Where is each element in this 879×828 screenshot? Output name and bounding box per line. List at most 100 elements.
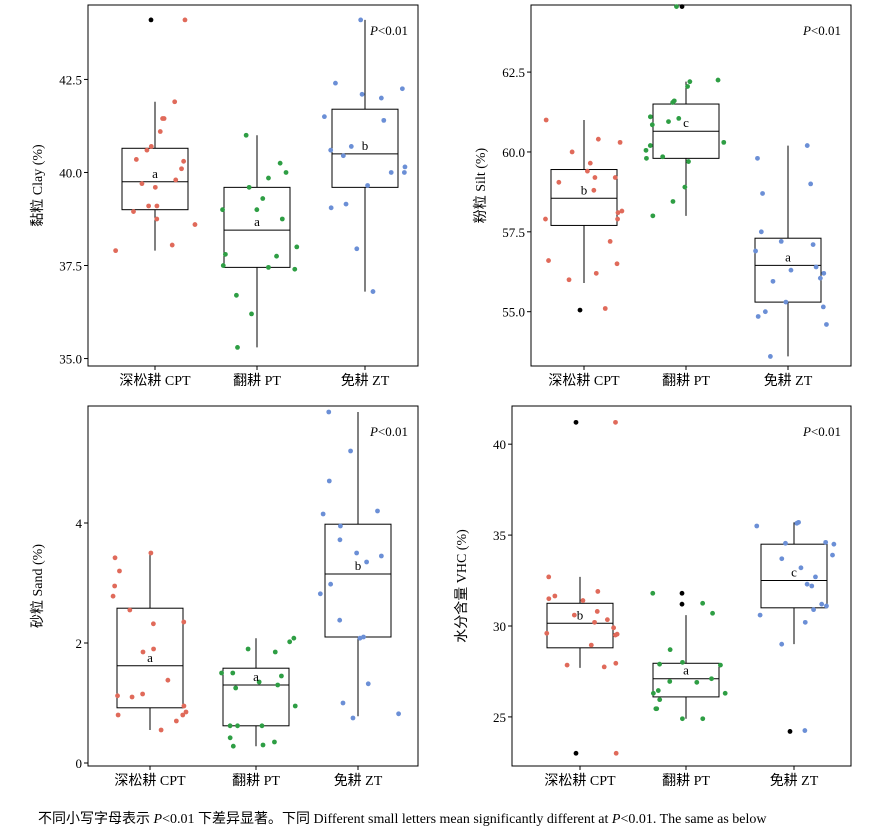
data-point bbox=[778, 239, 784, 244]
caption-zh-after: <0.01 下差异显著。下同 Different small letters m… bbox=[162, 812, 612, 827]
data-point bbox=[615, 216, 620, 222]
data-point bbox=[667, 647, 673, 653]
data-point bbox=[133, 157, 139, 162]
data-point bbox=[152, 184, 158, 190]
data-point bbox=[259, 723, 265, 729]
data-point bbox=[757, 612, 763, 618]
data-point bbox=[254, 207, 260, 213]
p-value-annotation: P<0.01 bbox=[802, 424, 841, 439]
data-point bbox=[811, 607, 816, 613]
y-tick-label: 25 bbox=[493, 710, 506, 725]
y-tick-label: 42.5 bbox=[59, 72, 82, 87]
data-point bbox=[173, 718, 179, 724]
data-point bbox=[279, 216, 285, 222]
box-group-cpt: 深松耕 CPT b bbox=[544, 419, 620, 789]
data-point bbox=[657, 661, 662, 667]
y-axis-label: 粉粒 Silt (%) bbox=[473, 147, 489, 223]
data-point bbox=[272, 649, 278, 655]
data-point bbox=[154, 203, 160, 209]
data-point bbox=[148, 144, 154, 149]
data-point bbox=[710, 610, 715, 616]
data-point bbox=[291, 635, 297, 641]
data-point bbox=[587, 160, 593, 166]
data-point bbox=[181, 619, 187, 625]
data-point bbox=[655, 688, 661, 693]
p-symbol: P bbox=[369, 424, 378, 439]
y-tick-label: 2 bbox=[76, 636, 83, 651]
data-point bbox=[718, 662, 723, 668]
data-point bbox=[700, 716, 706, 722]
data-point bbox=[546, 574, 552, 580]
x-tick-label: 翻耕 PT bbox=[662, 372, 710, 389]
data-point bbox=[337, 617, 343, 623]
data-point bbox=[235, 723, 240, 729]
data-point bbox=[715, 77, 721, 83]
box-group-zt: 免耕 ZT a bbox=[753, 143, 829, 389]
x-tick-label: 免耕 ZT bbox=[341, 372, 390, 389]
data-point bbox=[292, 703, 298, 709]
box-group-pt: 翻耕 PT a bbox=[650, 590, 728, 789]
p-threshold: <0.01 bbox=[811, 424, 841, 439]
data-point bbox=[654, 706, 660, 712]
data-point bbox=[234, 292, 239, 298]
data-point bbox=[760, 191, 765, 196]
data-point bbox=[804, 581, 810, 587]
data-point bbox=[144, 147, 150, 153]
y-tick-label: 35.0 bbox=[59, 352, 82, 367]
box-group-zt: 免耕 ZT b bbox=[321, 17, 408, 389]
data-point bbox=[192, 222, 198, 227]
significance-letter: a bbox=[785, 249, 791, 264]
data-point bbox=[686, 159, 691, 164]
box-group-cpt: 深松耕 CPT a bbox=[110, 550, 189, 789]
data-point bbox=[604, 617, 610, 623]
data-point bbox=[543, 216, 548, 222]
data-point bbox=[243, 132, 249, 138]
data-point bbox=[824, 603, 829, 609]
data-point bbox=[227, 735, 233, 741]
data-point bbox=[601, 664, 607, 670]
data-point bbox=[220, 263, 226, 268]
data-point bbox=[680, 659, 685, 665]
p-value-annotation: P<0.01 bbox=[369, 424, 408, 439]
data-point bbox=[233, 685, 239, 691]
outlier-point bbox=[577, 307, 583, 313]
data-point bbox=[595, 136, 601, 142]
x-tick-label: 翻耕 PT bbox=[662, 772, 710, 789]
caption-en-after: <0.01. The same as below bbox=[620, 812, 767, 827]
data-point bbox=[131, 209, 136, 214]
data-point bbox=[354, 550, 360, 556]
data-point bbox=[831, 541, 837, 547]
significance-letter: c bbox=[683, 115, 689, 130]
data-point bbox=[292, 266, 298, 272]
data-point bbox=[755, 155, 760, 161]
box bbox=[116, 607, 184, 709]
data-point bbox=[762, 309, 768, 315]
data-point bbox=[566, 277, 572, 283]
data-point bbox=[667, 679, 673, 684]
data-point bbox=[183, 709, 189, 715]
data-point bbox=[602, 306, 608, 311]
data-point bbox=[612, 175, 618, 180]
data-point bbox=[617, 139, 623, 145]
p-symbol: P bbox=[369, 23, 378, 38]
data-point bbox=[396, 711, 401, 717]
plot-frame bbox=[87, 405, 419, 767]
significance-letter: b bbox=[362, 138, 369, 153]
data-point bbox=[365, 681, 371, 687]
caption-p-symbol: P bbox=[153, 812, 163, 827]
data-point bbox=[546, 596, 552, 602]
data-point bbox=[272, 739, 277, 745]
significance-letter: a bbox=[152, 166, 158, 181]
data-point bbox=[588, 642, 594, 648]
data-point bbox=[287, 639, 293, 645]
data-point bbox=[819, 601, 825, 607]
data-point bbox=[779, 556, 785, 562]
data-point bbox=[546, 258, 551, 263]
significance-letter: a bbox=[254, 214, 260, 229]
data-point bbox=[813, 574, 818, 580]
data-point bbox=[722, 690, 728, 696]
data-point bbox=[115, 712, 121, 718]
data-point bbox=[721, 139, 727, 145]
data-point bbox=[340, 700, 346, 706]
data-point bbox=[161, 116, 167, 121]
